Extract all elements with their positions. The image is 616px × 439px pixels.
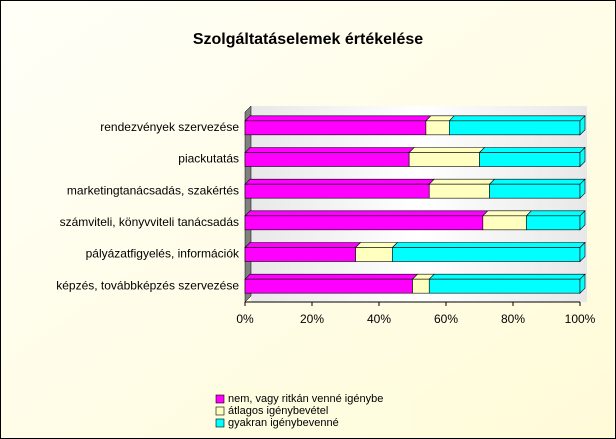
bar-top — [244, 273, 419, 280]
y-tick-label: rendezvények szervezése — [100, 120, 239, 134]
bar — [355, 247, 393, 262]
bar-top — [244, 115, 432, 122]
bar — [244, 120, 427, 136]
legend-swatch — [215, 394, 225, 404]
bar-top — [244, 147, 415, 153]
bar-top — [244, 210, 489, 217]
x-tick-label: 60% — [434, 312, 458, 326]
bar-top — [244, 178, 435, 185]
bar — [244, 247, 356, 262]
bar-side — [579, 210, 586, 231]
legend-box — [212, 388, 412, 434]
bar-top — [488, 178, 586, 185]
bar-top — [478, 147, 586, 153]
y-tick-label: pályázatfigyelés, információk — [86, 247, 240, 261]
bar — [392, 247, 581, 262]
legend-label: nem, vagy ritkán venné igénybe — [228, 393, 383, 405]
bar-side — [579, 178, 586, 199]
x-tick-label: 20% — [300, 312, 324, 326]
bar — [244, 183, 430, 199]
bar — [425, 120, 450, 136]
x-tick-label: 100% — [565, 312, 596, 326]
bar — [244, 215, 484, 231]
side-wall — [244, 105, 252, 303]
bar-side — [579, 241, 586, 263]
chart-title: Szolgáltatáselemek értékelése — [193, 31, 423, 48]
bar-top — [244, 242, 362, 248]
bar — [428, 183, 490, 199]
bar — [244, 278, 413, 294]
bar-top — [482, 210, 533, 217]
bar-top — [428, 273, 586, 280]
y-tick-label: marketingtanácsadás, szakértés — [67, 183, 239, 197]
legend-swatch — [215, 406, 225, 416]
bar-side — [579, 115, 586, 136]
bar-side — [579, 146, 586, 168]
bar — [428, 278, 581, 294]
bar — [449, 120, 581, 136]
bar-top — [525, 210, 586, 217]
bar-top — [408, 147, 486, 153]
x-tick-label: 0% — [236, 312, 254, 326]
legend-swatch — [215, 418, 225, 428]
bar — [408, 152, 480, 167]
bar — [479, 152, 581, 167]
bar-side — [579, 273, 586, 294]
bar — [412, 278, 430, 294]
bar — [482, 215, 527, 231]
plot-background — [251, 106, 587, 302]
x-tick-label: 40% — [367, 312, 391, 326]
bar — [526, 215, 581, 231]
x-tick-label: 80% — [501, 312, 525, 326]
bar-top — [391, 242, 586, 248]
y-tick-label: képzés, továbbképzés szervezése — [56, 278, 239, 292]
bar-top — [428, 178, 496, 185]
bar — [489, 183, 581, 199]
y-tick-label: piackutatás — [178, 152, 239, 166]
bar-top — [354, 242, 399, 248]
bar-top — [448, 115, 586, 122]
bar — [244, 152, 410, 167]
legend-label: átlagos igénybevétel — [228, 405, 328, 417]
y-tick-label: számviteli, könyvviteli tanácsadás — [60, 215, 239, 229]
legend-label: gyakran igénybevenné — [228, 417, 339, 429]
